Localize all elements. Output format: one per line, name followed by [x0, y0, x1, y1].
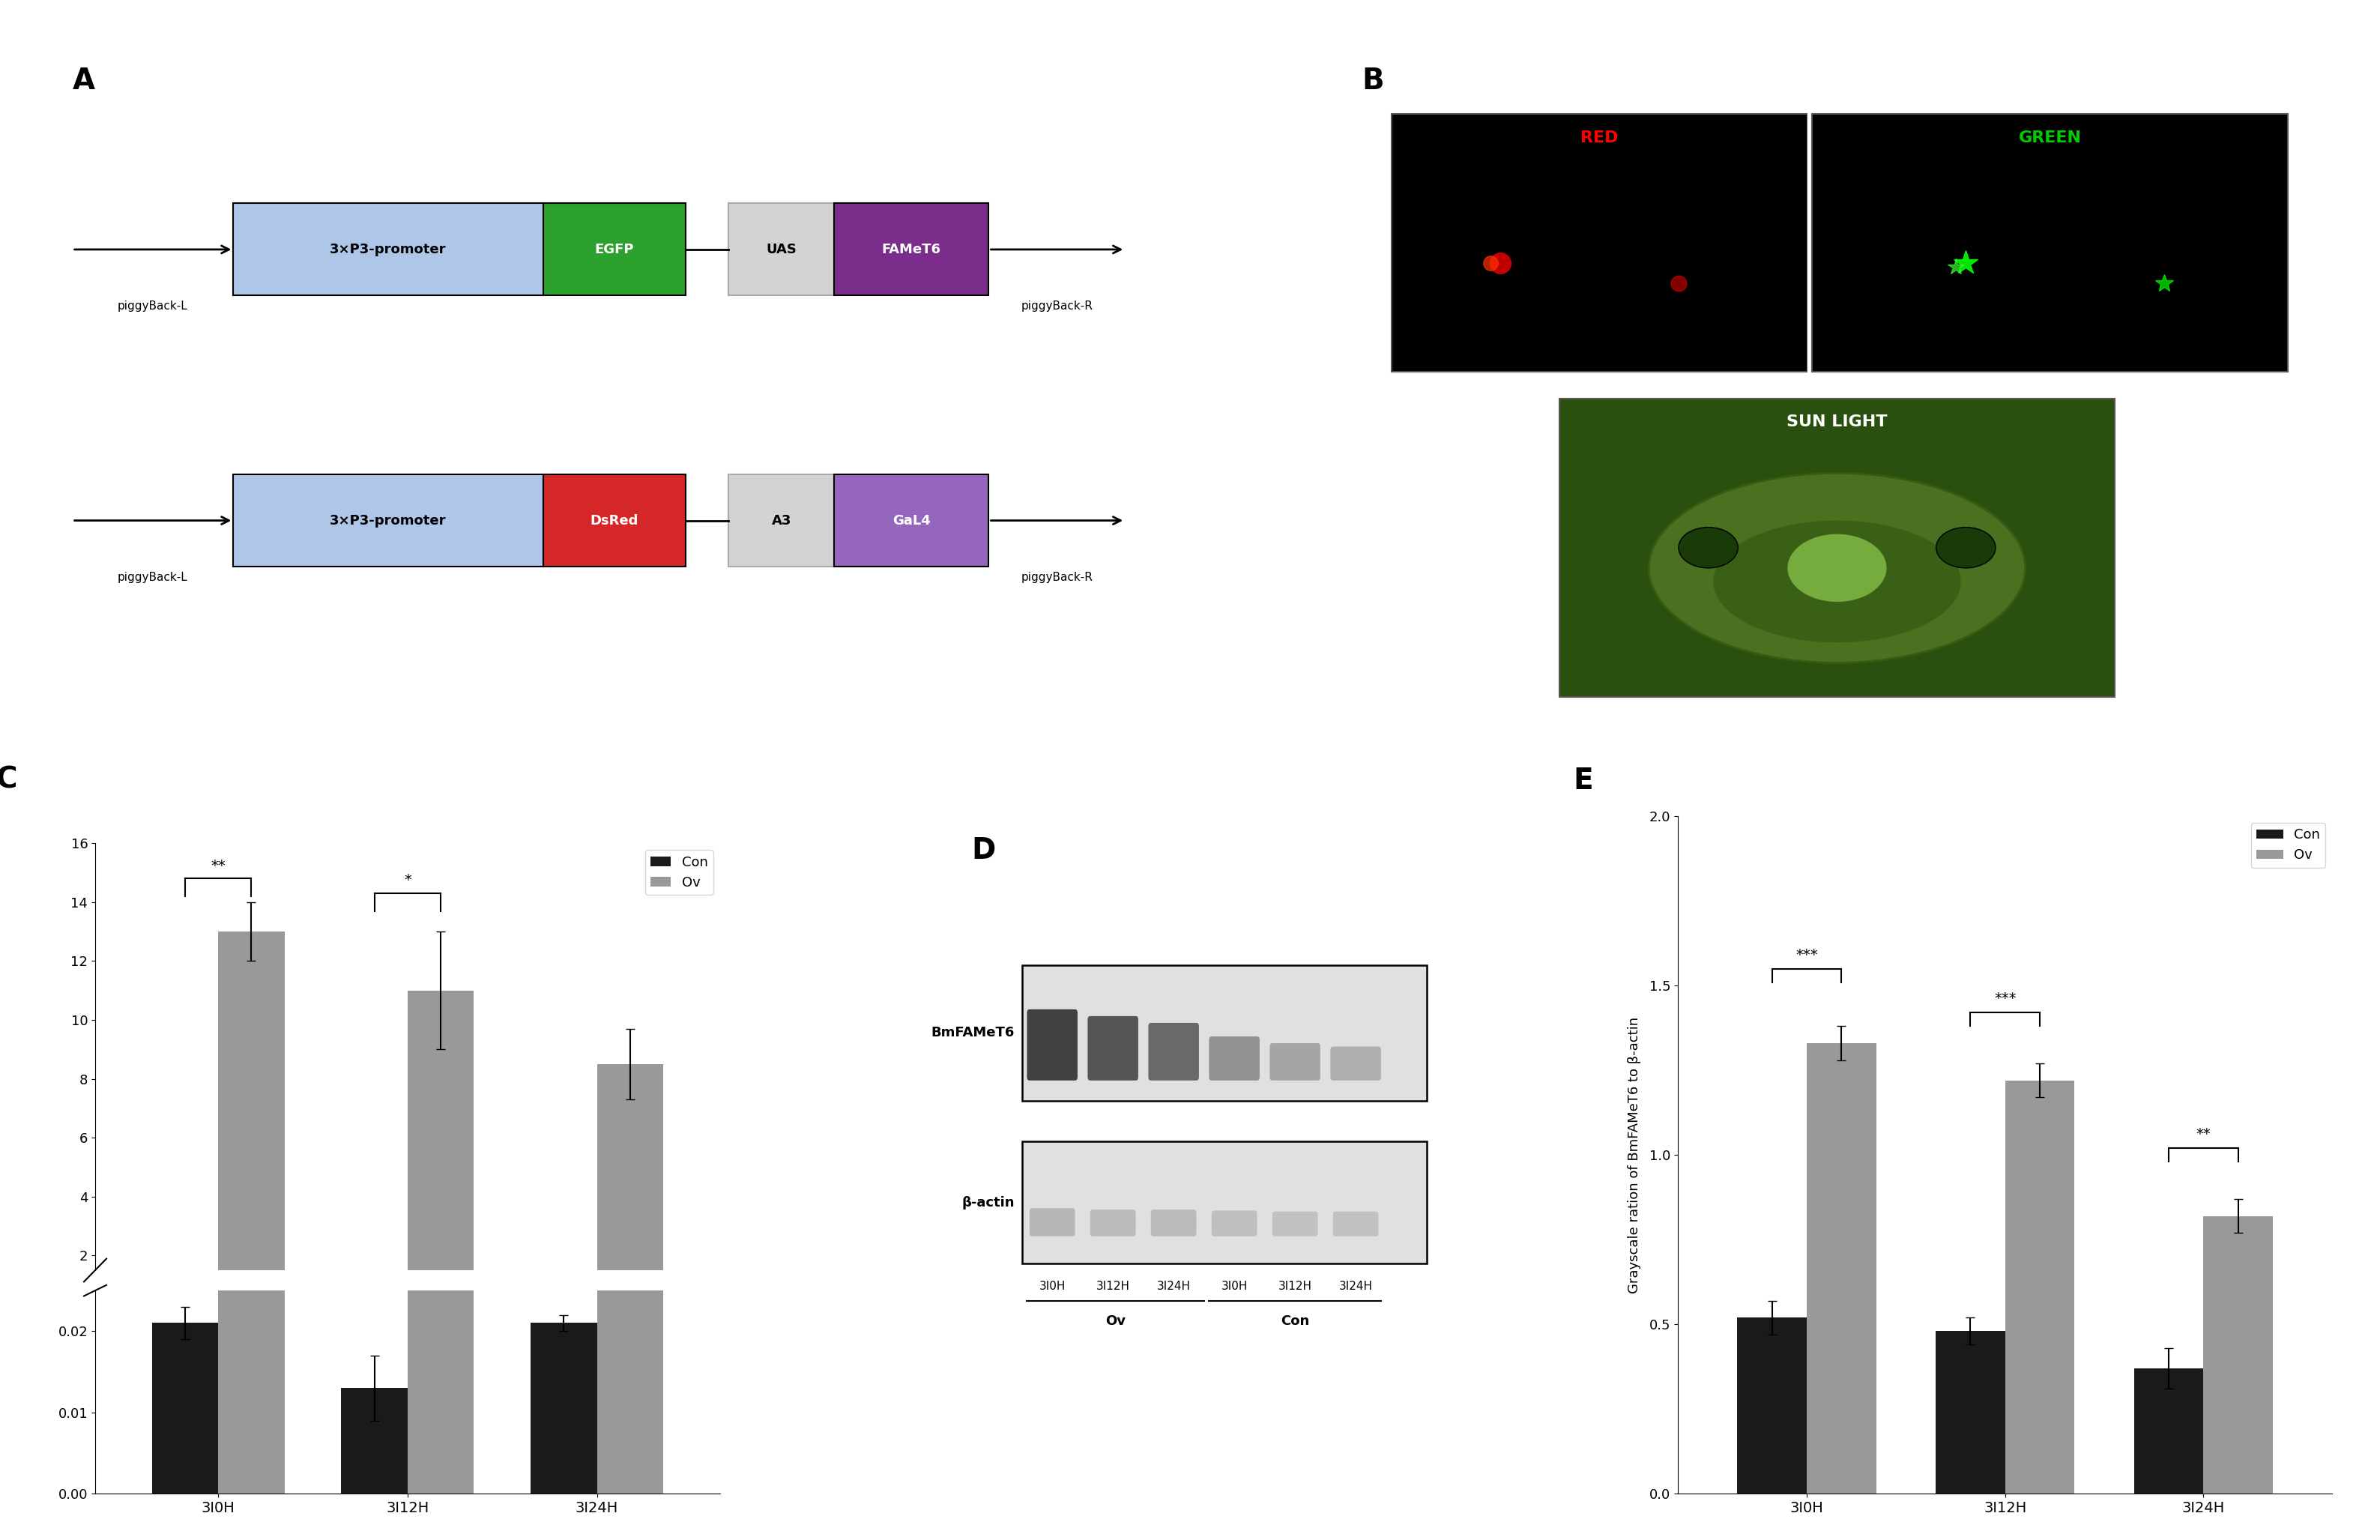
FancyBboxPatch shape [1209, 1036, 1259, 1081]
Bar [219, 932, 286, 1314]
Text: piggyBack-R: piggyBack-R [1021, 300, 1092, 313]
Text: **: ** [2197, 1127, 2211, 1141]
Circle shape [1678, 527, 1737, 568]
FancyBboxPatch shape [1273, 1212, 1319, 1237]
FancyBboxPatch shape [1090, 1209, 1135, 1237]
Text: EGFP: EGFP [595, 243, 633, 256]
Text: 3×P3-promoter: 3×P3-promoter [331, 243, 447, 256]
FancyBboxPatch shape [833, 474, 988, 567]
Bar [152, 1323, 219, 1494]
Text: 3I12H: 3I12H [1097, 1280, 1130, 1292]
Bar [1737, 1318, 1806, 1494]
Text: piggyBack-R: piggyBack-R [1021, 571, 1092, 584]
Bar [1935, 1331, 2004, 1494]
Text: Con: Con [1280, 1314, 1309, 1327]
Text: UAS: UAS [766, 243, 797, 256]
FancyBboxPatch shape [1330, 1047, 1380, 1081]
FancyBboxPatch shape [1811, 114, 2287, 371]
FancyBboxPatch shape [1147, 1023, 1200, 1081]
Legend: Con, Ov: Con, Ov [2251, 822, 2325, 867]
FancyBboxPatch shape [543, 203, 685, 296]
FancyBboxPatch shape [1088, 1016, 1138, 1081]
Text: ***: *** [1797, 947, 1818, 962]
FancyBboxPatch shape [728, 203, 833, 296]
Text: **: ** [212, 858, 226, 873]
Text: D: D [971, 836, 995, 865]
Bar [219, 0, 286, 1494]
Text: A: A [71, 66, 95, 95]
Text: piggyBack-L: piggyBack-L [117, 571, 188, 584]
Legend: Con, Ov: Con, Ov [645, 850, 714, 895]
Circle shape [1935, 527, 1994, 568]
FancyBboxPatch shape [1021, 966, 1426, 1101]
Text: A3: A3 [771, 514, 790, 527]
Ellipse shape [1649, 473, 2025, 662]
FancyBboxPatch shape [1333, 1212, 1378, 1237]
Circle shape [1787, 534, 1887, 602]
Bar [597, 1064, 664, 1314]
FancyBboxPatch shape [1031, 1209, 1076, 1237]
Text: 3×P3-promoter: 3×P3-promoter [331, 514, 447, 527]
Text: C: C [0, 765, 17, 793]
Text: B: B [1361, 66, 1383, 95]
Text: FAMeT6: FAMeT6 [881, 243, 940, 256]
FancyBboxPatch shape [1559, 399, 2113, 696]
Bar [2135, 1369, 2204, 1494]
Text: 3I0H: 3I0H [1040, 1280, 1066, 1292]
Text: ***: *** [1994, 992, 2016, 1006]
FancyBboxPatch shape [543, 474, 685, 567]
Text: 3I24H: 3I24H [1340, 1280, 1373, 1292]
FancyBboxPatch shape [233, 203, 543, 296]
Text: GREEN: GREEN [2018, 131, 2082, 145]
Bar [597, 0, 664, 1494]
Y-axis label: Grayscale ration of BmFAMeT6 to β-actin: Grayscale ration of BmFAMeT6 to β-actin [1628, 1016, 1640, 1294]
Text: 3I0H: 3I0H [1221, 1280, 1247, 1292]
Text: *: * [405, 873, 412, 887]
Text: β-actin: β-actin [962, 1195, 1014, 1209]
FancyBboxPatch shape [728, 474, 833, 567]
FancyBboxPatch shape [233, 474, 543, 567]
Text: RED: RED [1580, 131, 1618, 145]
FancyBboxPatch shape [1271, 1043, 1321, 1081]
Text: DsRed: DsRed [590, 514, 638, 527]
Text: 3I12H: 3I12H [1278, 1280, 1311, 1292]
Bar [340, 1388, 407, 1494]
FancyBboxPatch shape [1021, 1141, 1426, 1263]
FancyBboxPatch shape [1028, 1009, 1078, 1081]
FancyBboxPatch shape [1152, 1209, 1197, 1237]
FancyBboxPatch shape [1392, 114, 1806, 371]
Text: 3I24H: 3I24H [1157, 1280, 1190, 1292]
Bar [1806, 1043, 1875, 1494]
Ellipse shape [1714, 521, 1961, 642]
Bar [407, 0, 474, 1494]
Text: piggyBack-L: piggyBack-L [117, 300, 188, 313]
Text: SUN LIGHT: SUN LIGHT [1787, 414, 1887, 430]
Text: E: E [1573, 767, 1592, 795]
Bar [407, 990, 474, 1314]
Text: BmFAMeT6: BmFAMeT6 [931, 1026, 1014, 1040]
Text: GaL4: GaL4 [892, 514, 931, 527]
Bar [2004, 1081, 2075, 1494]
Bar [531, 1323, 597, 1494]
Text: Ov: Ov [1104, 1314, 1126, 1327]
FancyBboxPatch shape [1211, 1210, 1257, 1237]
FancyBboxPatch shape [833, 203, 988, 296]
Bar [2204, 1217, 2273, 1494]
